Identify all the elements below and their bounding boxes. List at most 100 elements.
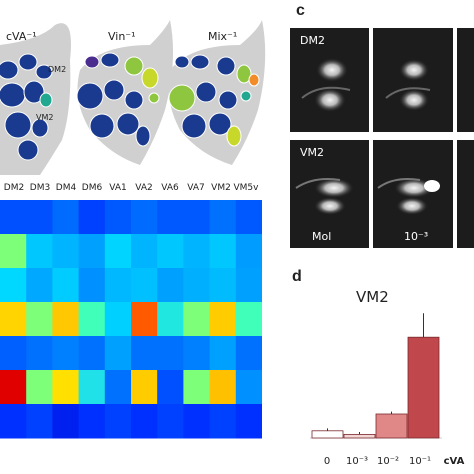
- heatmap-cell: [183, 336, 211, 371]
- heatmap-cell: [104, 200, 132, 235]
- heatmap-cell: [26, 234, 53, 269]
- heatmap-cell: [52, 200, 80, 235]
- heatmap-cell: [0, 200, 27, 235]
- heatmap-cell: [235, 404, 262, 439]
- heatmap-cell: [52, 404, 80, 439]
- heatmap-cell: [131, 370, 158, 405]
- heatmap-col-label: DM4: [55, 183, 77, 193]
- heatmap-col-label: DM6: [81, 183, 103, 193]
- heatmap-cell: [209, 200, 237, 235]
- heatmap-col-label: VA2: [135, 183, 153, 193]
- heatmap-cell: [0, 234, 27, 269]
- heatmap-col-label: DM2: [3, 183, 25, 193]
- heatmap-col-label: VA7: [187, 183, 205, 193]
- bar: [343, 433, 376, 439]
- heatmap-cell: [131, 234, 158, 269]
- heatmap-cell: [157, 302, 184, 337]
- heatmap-cell: [131, 302, 158, 337]
- heatmap-cell: [78, 302, 106, 337]
- heatmap-cell: [26, 404, 53, 439]
- heatmap-cell: [235, 302, 262, 337]
- bar: [375, 413, 408, 439]
- x-tick-label: 10⁻¹: [408, 456, 431, 467]
- heatmap-cell: [104, 234, 132, 269]
- heatmap-cell: [209, 268, 237, 303]
- bar: [311, 430, 344, 439]
- heatmap-cell: [52, 302, 80, 337]
- heatmap-cell: [26, 200, 53, 235]
- heatmap-col-label: DM3: [29, 183, 51, 193]
- glomerular-maps: DM2 VM2: [0, 20, 266, 175]
- antennal-lobe-map-vin: [76, 20, 174, 165]
- heatmap-cell: [52, 370, 80, 405]
- x-axis-label: cVA: [443, 456, 465, 467]
- heatmap-cell: [52, 336, 80, 371]
- heatmap-cell: [104, 302, 132, 337]
- heatmap-cell: [0, 404, 27, 439]
- heatmap-cell: [52, 268, 80, 303]
- heatmap-cell: [104, 336, 132, 371]
- bar-chart: [310, 313, 442, 439]
- antennal-lobe-map-cva: DM2 VM2: [0, 23, 71, 175]
- heatmap-cell: [26, 302, 53, 337]
- heatmap-cell: [131, 336, 158, 371]
- heatmap-cell: [157, 404, 184, 439]
- heatmap-col-label: VA1: [109, 183, 127, 193]
- heatmap-col-label: VA6: [161, 183, 179, 193]
- heatmap-cell: [183, 404, 211, 439]
- image-vm2-partial: [457, 140, 474, 248]
- heatmap-cell: [104, 404, 132, 439]
- heatmap-cell: [235, 268, 262, 303]
- map-label-dm2: DM2: [48, 65, 66, 74]
- antennal-lobe-map-mix: [168, 20, 266, 165]
- heatmap: [0, 200, 262, 439]
- image-row-label-vm2: VM2: [300, 146, 325, 159]
- heatmap-cell: [157, 268, 184, 303]
- chart-title: VM2: [356, 288, 389, 306]
- map-label-vm2: VM2: [36, 113, 53, 122]
- heatmap-cell: [183, 268, 211, 303]
- heatmap-cell: [235, 370, 262, 405]
- heatmap-cell: [0, 302, 27, 337]
- heatmap-cell: [209, 302, 237, 337]
- heatmap-cell: [209, 370, 237, 405]
- heatmap-cell: [78, 336, 106, 371]
- heatmap-col-label: VM5v: [233, 183, 259, 193]
- heatmap-cell: [157, 336, 184, 371]
- heatmap-cell: [235, 336, 262, 371]
- heatmap-cell: [26, 370, 53, 405]
- x-tick-label: 0: [323, 456, 331, 467]
- heatmap-cell: [209, 404, 237, 439]
- map-title-mix: Mix⁻¹: [208, 30, 238, 43]
- heatmap-cell: [235, 200, 262, 235]
- heatmap-cell: [0, 336, 27, 371]
- heatmap-cell: [183, 234, 211, 269]
- x-tick-label: 10⁻²: [376, 456, 399, 467]
- heatmap-cell: [78, 268, 106, 303]
- heatmap-cell: [26, 268, 53, 303]
- heatmap-cell: [183, 370, 211, 405]
- heatmap-cell: [78, 404, 106, 439]
- heatmap-cell: [209, 336, 237, 371]
- heatmap-cell: [157, 200, 184, 235]
- heatmap-cell: [157, 234, 184, 269]
- heatmap-cell: [78, 200, 106, 235]
- heatmap-cell: [52, 234, 80, 269]
- heatmap-cell: [0, 370, 27, 405]
- heatmap-cell: [131, 268, 158, 303]
- image-label-mol: Mol: [312, 230, 332, 243]
- map-title-vin: Vin⁻¹: [108, 30, 136, 43]
- heatmap-cell: [0, 268, 27, 303]
- bar: [407, 336, 440, 439]
- heatmap-cell: [26, 336, 53, 371]
- heatmap-col-label: VM2: [211, 183, 231, 193]
- heatmap-cell: [78, 234, 106, 269]
- heatmap-cell: [235, 234, 262, 269]
- calcium-images: [290, 28, 474, 248]
- heatmap-cell: [131, 200, 158, 235]
- heatmap-cell: [157, 370, 184, 405]
- heatmap-cell: [78, 370, 106, 405]
- heatmap-cell: [104, 370, 132, 405]
- heatmap-cell: [131, 404, 158, 439]
- heatmap-cell: [183, 200, 211, 235]
